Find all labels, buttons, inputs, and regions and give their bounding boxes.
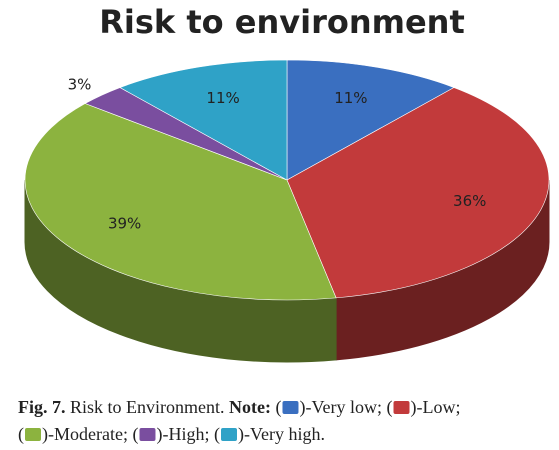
legend-open: ( (387, 397, 393, 418)
legend-label: Moderate (54, 424, 123, 444)
legend-swatch (139, 428, 156, 441)
value-label: 36% (453, 192, 486, 210)
value-label: 3% (68, 75, 92, 93)
legend-label: Very high (250, 424, 321, 444)
legend-label: Low (423, 397, 456, 417)
legend-separator: ; (123, 424, 128, 444)
legend-open: ( (132, 424, 138, 445)
legend-open: ( (214, 424, 220, 445)
slice (286, 59, 455, 181)
legend-open: ( (18, 424, 24, 445)
legend-label: High (168, 424, 204, 444)
legend-swatch (25, 428, 41, 441)
legend-open: ( (275, 397, 281, 418)
legend-close: )- (299, 397, 311, 418)
slice (119, 59, 288, 181)
value-label: 11% (206, 89, 239, 107)
legend-close: )- (42, 424, 54, 445)
legend-label: Very low (311, 397, 377, 417)
legend-separator: ; (456, 397, 461, 417)
legend-swatch (393, 401, 410, 414)
value-label: 11% (334, 89, 367, 107)
legend-swatch (282, 401, 299, 414)
legend-separator: . (321, 424, 326, 444)
legend-close: )- (156, 424, 168, 445)
pie-tops (24, 59, 550, 301)
legend-separator: ; (204, 424, 209, 444)
slice (286, 87, 550, 299)
slice (24, 103, 337, 301)
caption-line: ( )-Moderate; ( )-High; ( )-Very high. (18, 424, 325, 445)
legend-close: )- (238, 424, 250, 445)
caption-line: Fig. 7. Risk to Environment. Note: ( )-V… (18, 397, 461, 418)
value-label: 39% (108, 214, 141, 232)
caption: Fig. 7. Risk to Environment. Note: ( )-V… (18, 397, 461, 445)
caption-figure: Fig. 7. (18, 397, 66, 417)
caption-note: Note: (229, 397, 271, 417)
legend-close: )- (411, 397, 423, 418)
chart-title: Risk to environment (99, 3, 464, 41)
value-labels: 11% 36% 39% 3% 11% (68, 75, 487, 232)
legend-separator: ; (377, 397, 382, 417)
legend-swatch (221, 428, 237, 441)
caption-text: Risk to Environment. (70, 397, 225, 417)
